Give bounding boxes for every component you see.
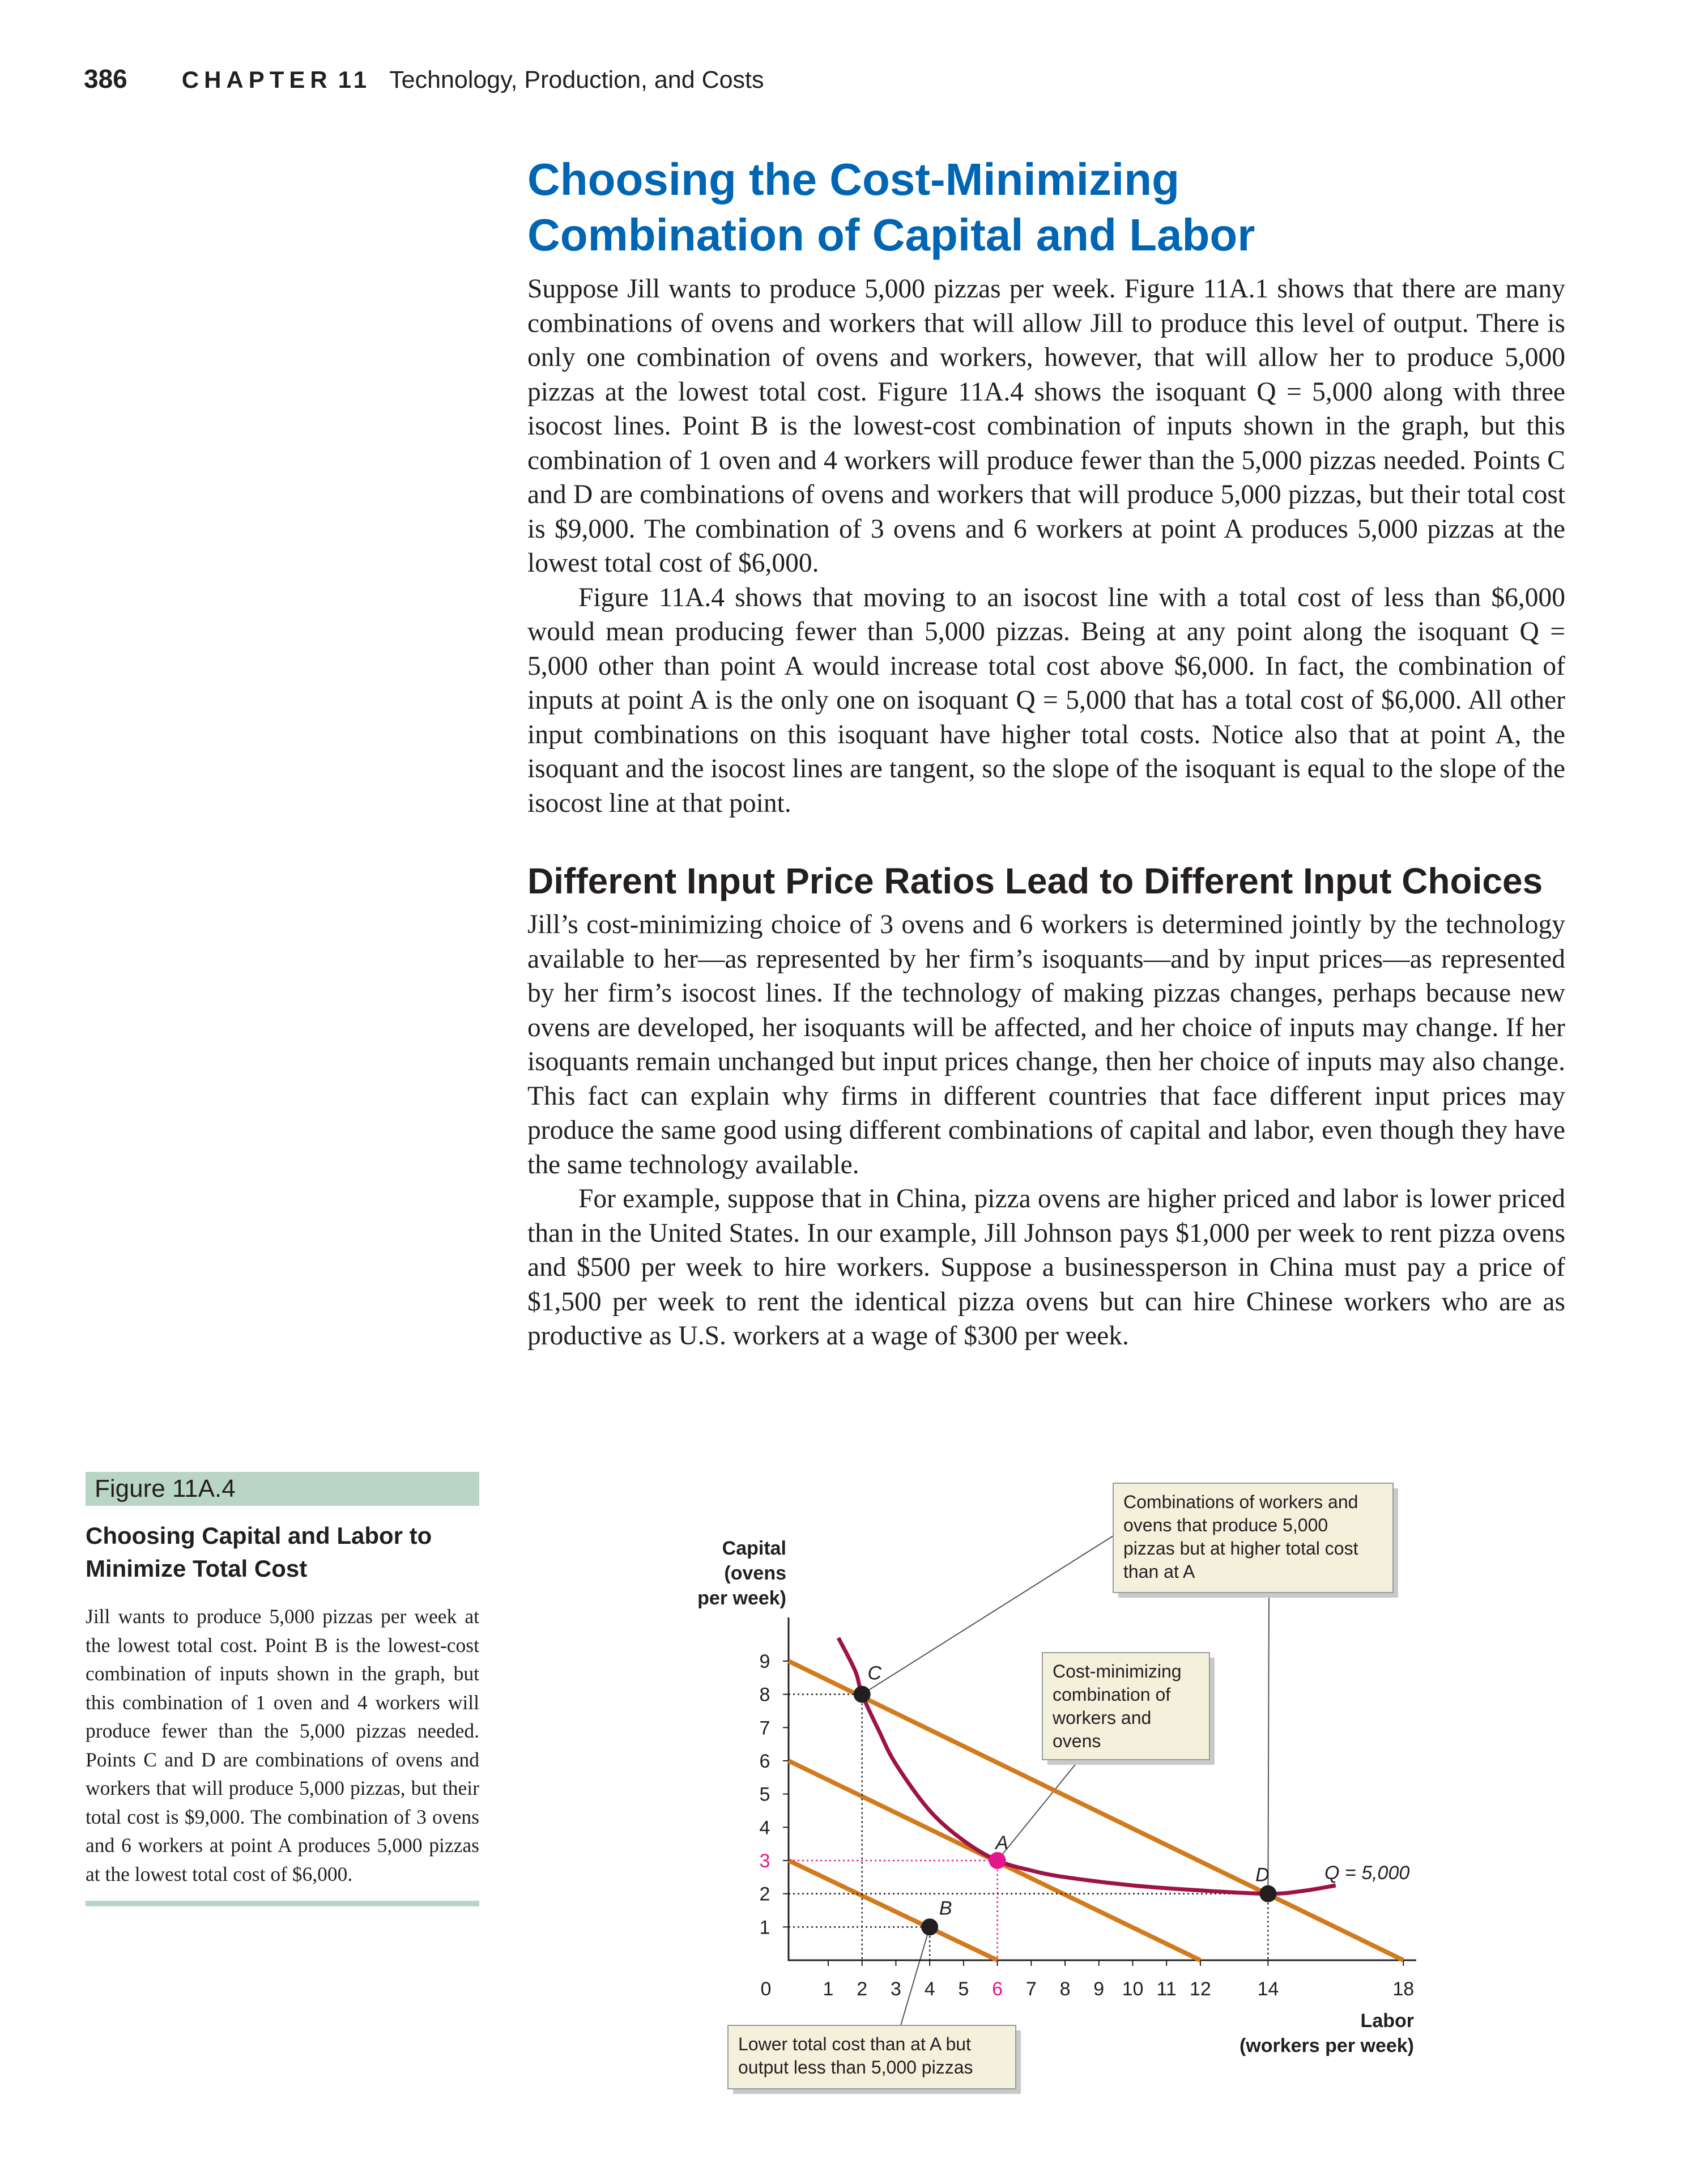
section-title-line1: Choosing the Cost-Minimizing (527, 154, 1179, 205)
callout-text: than at A (1123, 1561, 1195, 1582)
callout-text: workers and (1052, 1708, 1151, 1728)
x-tick-label: 6 (992, 1978, 1003, 2000)
point-b (921, 1918, 939, 1936)
x-tick-label: 1 (823, 1978, 834, 2000)
figure-title-line2: Minimize Total Cost (86, 1555, 308, 1582)
subsection-title: Different Input Price Ratios Lead to Dif… (527, 861, 1543, 901)
callout-text: output less than 5,000 pizzas (738, 2057, 973, 2077)
callout-text: Combinations of workers and (1123, 1492, 1358, 1512)
x-tick-label: 0 (761, 1978, 772, 2000)
callout-text: ovens (1053, 1731, 1101, 1751)
callout-leader-line (900, 1927, 931, 2026)
y-tick-label: 9 (760, 1651, 770, 1672)
callout-text: Lower total cost than at A but (738, 2034, 971, 2054)
point-label-c: C (867, 1663, 881, 1684)
subsection-paragraph-1: Jill’s cost-minimizing choice of 3 ovens… (527, 910, 1565, 1180)
subsection-paragraph-2: For example, suppose that in China, pizz… (527, 1184, 1565, 1351)
chapter-title: Technology, Production, and Costs (389, 66, 764, 93)
section-paragraph-1: Suppose Jill wants to produce 5,000 pizz… (527, 274, 1565, 578)
section-title: Choosing the Cost-Minimizing Combination… (527, 152, 1565, 263)
x-tick-label: 14 (1257, 1978, 1279, 2000)
x-tick-label: 8 (1060, 1978, 1071, 2000)
point-label-a: A (994, 1832, 1008, 1854)
chart-axes (787, 1617, 1416, 1961)
isocost-line (787, 1659, 1404, 1962)
y-axis-label: Capital (722, 1538, 786, 1559)
y-axis-label: per week) (697, 1587, 786, 1609)
section-paragraph-2: Figure 11A.4 shows that moving to an iso… (527, 582, 1565, 818)
y-tick-label: 1 (760, 1917, 770, 1938)
callout-text: pizzas but at higher total cost (1123, 1538, 1358, 1559)
point-c (853, 1685, 871, 1703)
figure-title-line1: Choosing Capital and Labor to (86, 1522, 432, 1549)
chapter-number: 11 (338, 66, 370, 93)
point-a (989, 1852, 1006, 1869)
point-label-b: B (939, 1897, 952, 1919)
x-axis-label: Labor (1361, 2010, 1414, 2032)
callout-box (727, 2025, 1016, 2089)
x-axis-label: (workers per week) (1240, 2035, 1414, 2057)
x-tick-label: 18 (1392, 1978, 1414, 2000)
running-head: 386 CHAPTER 11 Technology, Production, a… (84, 63, 764, 103)
x-tick-label: 9 (1093, 1978, 1104, 2000)
chapter-label: CHAPTER (181, 66, 333, 93)
page-number: 386 (84, 64, 127, 93)
y-tick-label: 8 (760, 1684, 770, 1706)
y-tick-label: 4 (760, 1817, 770, 1838)
y-tick-label: 5 (760, 1784, 770, 1806)
section-title-line2: Combination of Capital and Labor (527, 210, 1255, 260)
y-tick-label: 3 (760, 1850, 770, 1872)
callout-text: combination of (1053, 1684, 1170, 1705)
callout-text: ovens that produce 5,000 (1123, 1515, 1328, 1535)
isocost-line (787, 1858, 999, 1962)
y-tick-label: 2 (760, 1884, 770, 1905)
x-tick-label: 7 (1026, 1978, 1037, 2000)
figure-tab: Figure 11A.4 (86, 1472, 479, 1506)
isoquant-label: Q = 5,000 (1324, 1862, 1409, 1884)
figure-rule (86, 1901, 479, 1906)
callout-leader-line (1267, 1592, 1270, 1894)
callout-box (1042, 1652, 1210, 1760)
main-text-column: Choosing the Cost-Minimizing Combination… (527, 152, 1565, 1353)
callout-text: Cost-minimizing (1053, 1661, 1182, 1681)
figure-title: Choosing Capital and Labor to Minimize T… (86, 1519, 479, 1585)
y-tick-label: 7 (760, 1717, 770, 1739)
x-tick-label: 5 (958, 1978, 969, 2000)
x-tick-label: 3 (891, 1978, 901, 2000)
figure-sidebar: Figure 11A.4 Choosing Capital and Labor … (86, 1472, 479, 1906)
y-axis-label: (ovens (724, 1563, 786, 1584)
y-tick-label: 6 (760, 1751, 770, 1772)
callout-leader-line (862, 1535, 1114, 1695)
x-tick-label: 12 (1190, 1978, 1211, 2000)
x-tick-label: 4 (925, 1978, 935, 2000)
x-tick-label: 11 (1157, 1978, 1177, 2000)
x-tick-label: 10 (1122, 1978, 1144, 2000)
x-tick-label: 2 (857, 1978, 867, 2000)
point-d (1259, 1885, 1277, 1902)
callout-box (1113, 1483, 1394, 1593)
figure-caption: Jill wants to produce 5,000 pizzas per w… (86, 1605, 479, 1885)
callout-leader-line (996, 1759, 1080, 1861)
point-label-d: D (1255, 1864, 1270, 1886)
